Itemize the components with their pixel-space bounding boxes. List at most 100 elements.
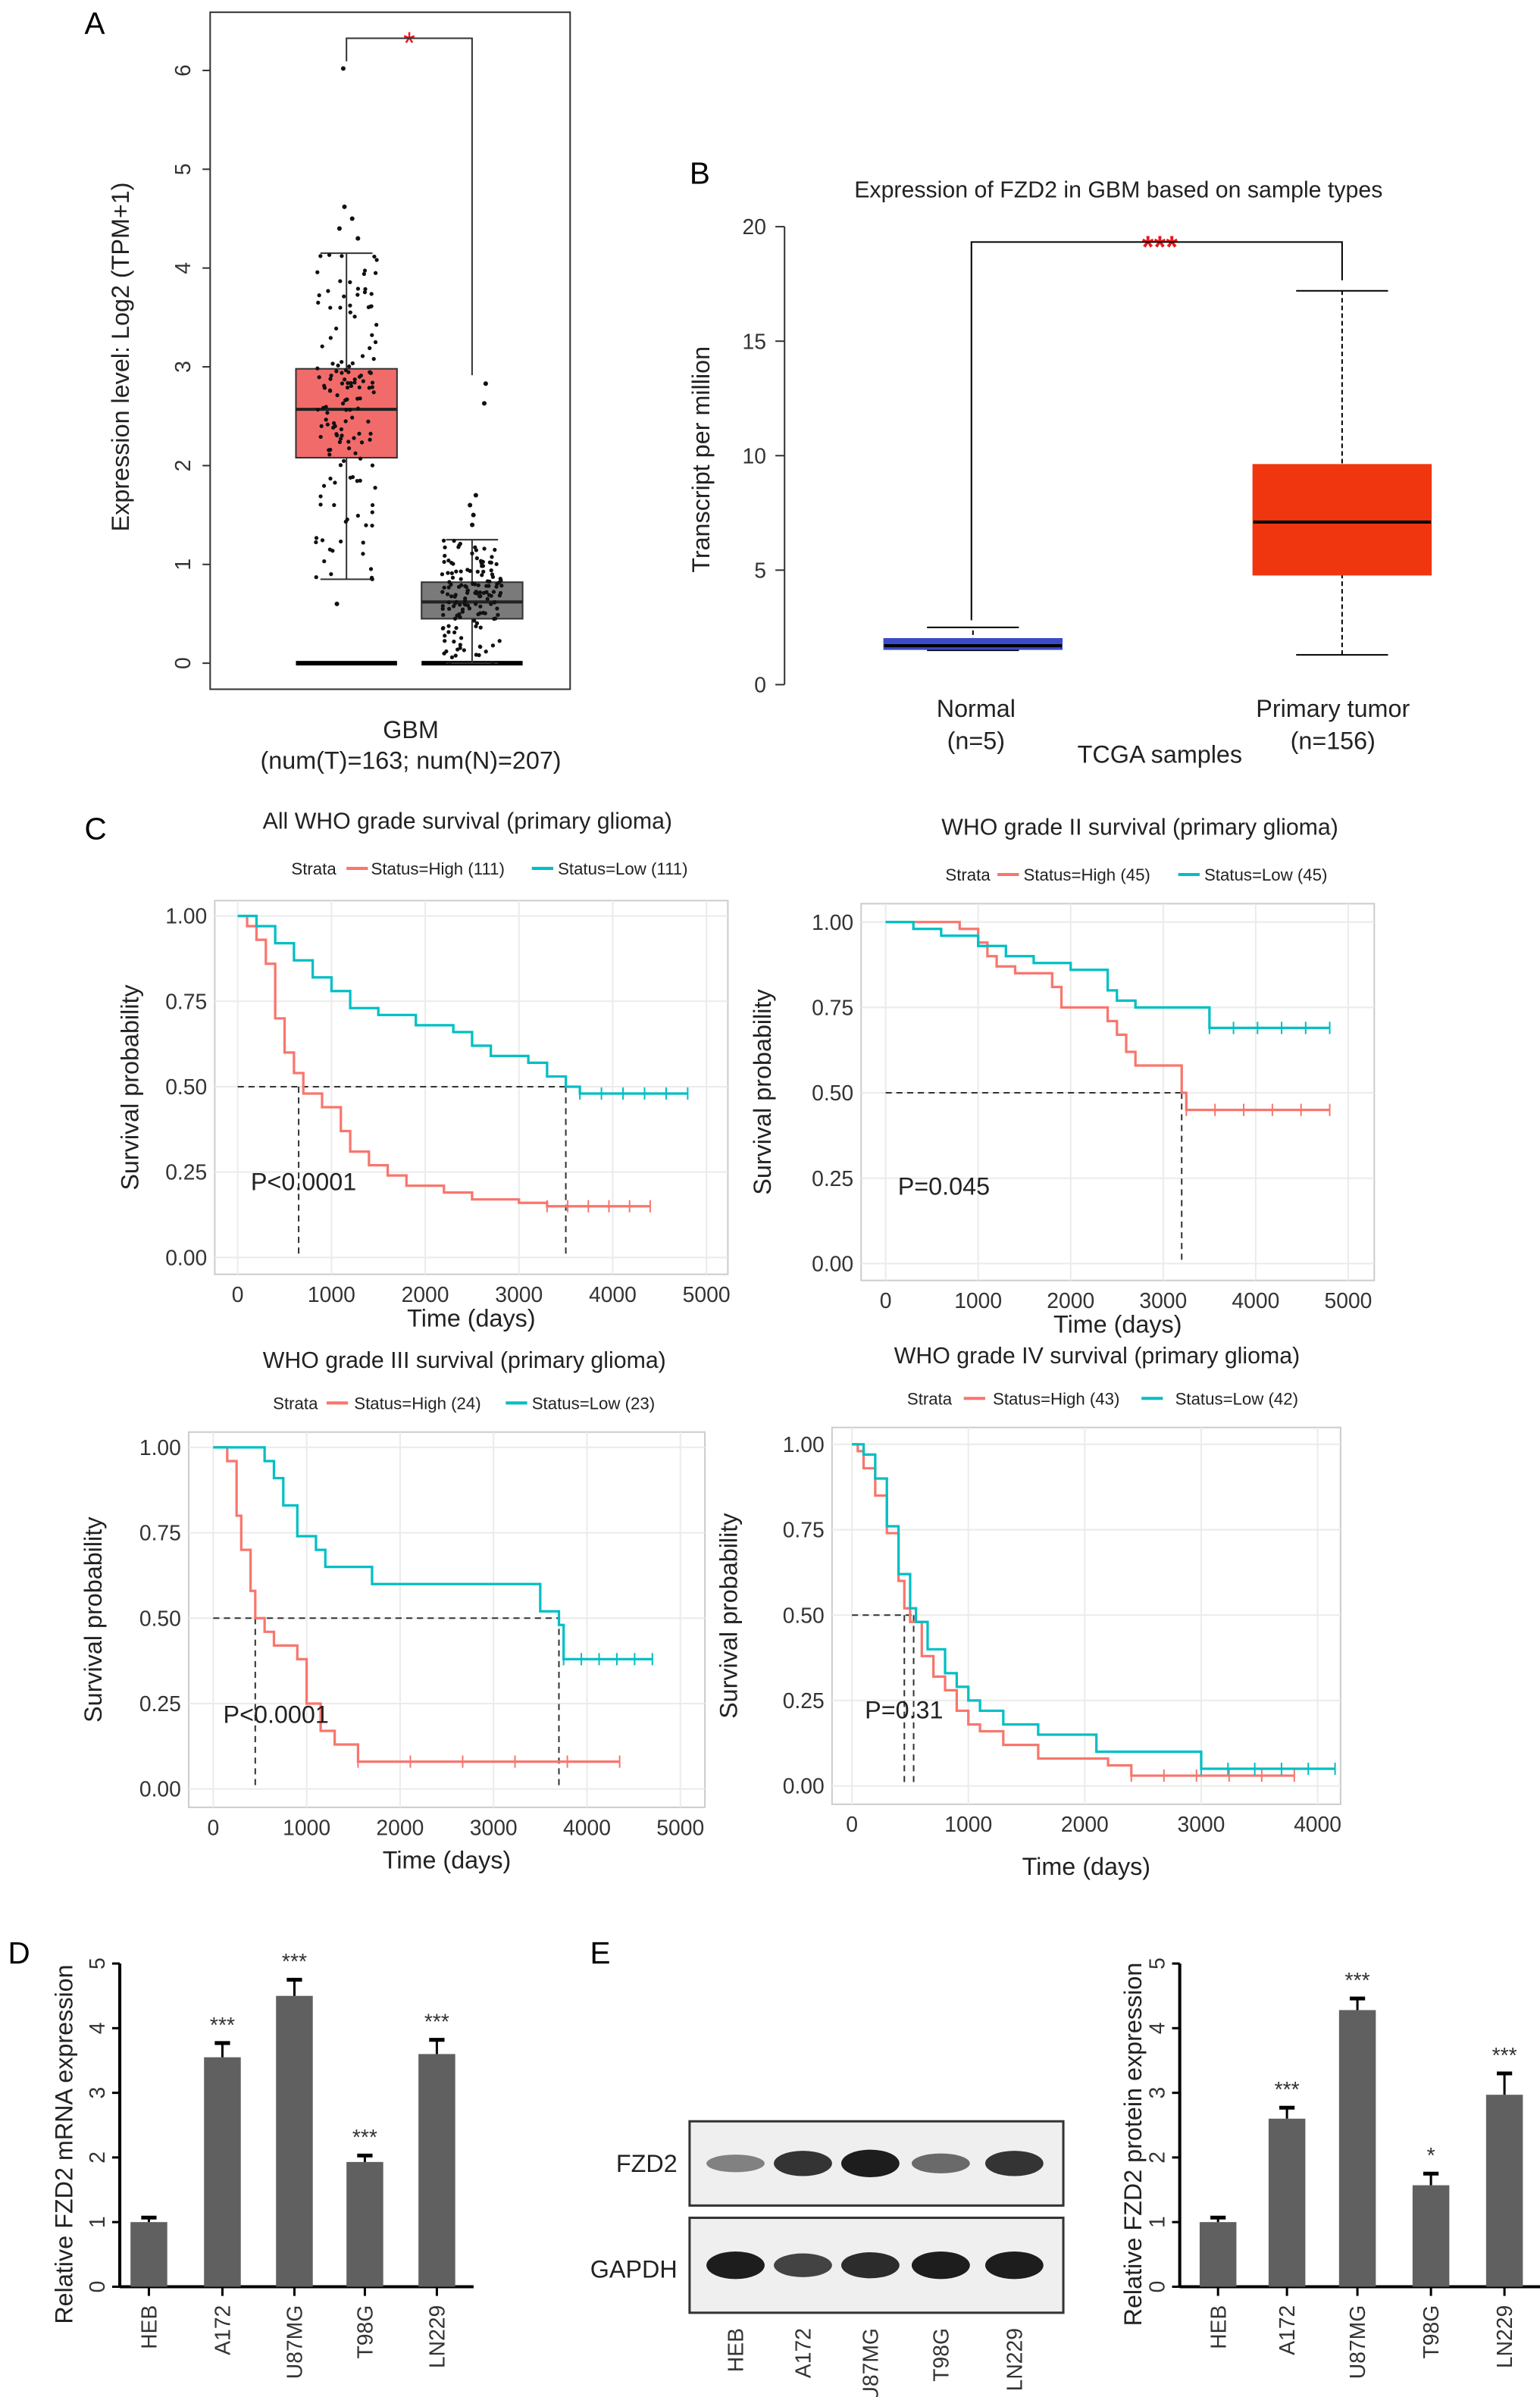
blot-lane-label: HEB <box>724 2328 748 2372</box>
e-x-tick-label: U87MG <box>1345 2305 1369 2379</box>
c4-y-tick-label: 0.50 <box>783 1603 825 1627</box>
c3-y-tick-label: 0.25 <box>139 1691 181 1716</box>
e-y-tick-label: 5 <box>1144 1957 1169 1970</box>
a-data-point <box>493 547 497 552</box>
d-y-axis-label: Relative FZD2 mRNA expression <box>50 1964 77 2323</box>
a-data-point <box>319 424 324 428</box>
a-data-point <box>450 575 455 580</box>
a-outlier-point <box>342 204 347 209</box>
a-data-point <box>465 603 471 608</box>
a-data-point <box>374 322 379 327</box>
a-data-point <box>462 648 466 652</box>
a-data-point <box>348 280 352 285</box>
a-significance-bracket <box>346 37 473 376</box>
c1-y-tick-label: 0.00 <box>165 1245 207 1269</box>
a-data-point <box>355 293 360 297</box>
a-data-point <box>441 538 446 543</box>
c3-legend-label: Status=Low (23) <box>532 1394 655 1413</box>
c2-y-tick-label: 0.00 <box>812 1252 853 1276</box>
a-data-point <box>348 303 352 308</box>
a-outlier-point <box>355 236 361 241</box>
a-data-point <box>340 254 344 258</box>
a-data-point <box>442 585 446 590</box>
a-data-point <box>362 290 368 295</box>
a-data-point <box>452 639 456 644</box>
b-x-label-normal: Normal <box>937 695 1016 722</box>
c1-x-tick-label: 3000 <box>495 1282 543 1306</box>
a-data-point <box>327 452 332 457</box>
a-data-point <box>362 268 368 273</box>
a-data-point <box>477 594 482 599</box>
a-outlier-point <box>470 522 475 527</box>
panel-d-bar-chart: Relative FZD2 mRNA expression 0 1 2 3 4 5 HEB *… <box>50 1949 474 2379</box>
a-data-point <box>441 612 446 618</box>
a-data-point <box>355 406 361 411</box>
panel-label-b: B <box>690 156 710 191</box>
d-x-tick-label: U87MG <box>283 2305 307 2379</box>
a-data-point <box>370 463 375 468</box>
c4-x-tick-label: 4000 <box>1294 1812 1341 1836</box>
a-data-point <box>328 377 333 381</box>
a-data-point <box>446 571 450 575</box>
d-y-tick-label: 1 <box>85 2216 109 2228</box>
blot-band <box>911 2153 970 2173</box>
a-data-point <box>338 279 343 283</box>
c4-legend-label: Status=Low (42) <box>1175 1389 1298 1408</box>
a-outlier-point <box>340 66 346 71</box>
a-data-point <box>370 380 375 385</box>
a-data-point <box>474 602 478 606</box>
a-data-point <box>446 559 451 563</box>
panel-label-c: C <box>85 812 107 846</box>
e-bar-heb <box>1199 2222 1237 2287</box>
a-data-point <box>337 440 343 445</box>
blot-band <box>706 2154 765 2173</box>
a-data-point <box>315 407 321 412</box>
a-data-point <box>493 616 498 621</box>
d-x-tick-label: LN229 <box>425 2305 449 2368</box>
a-data-point <box>481 569 486 574</box>
b-x-n-tumor: (n=156) <box>1291 727 1376 754</box>
a-data-point <box>332 502 336 508</box>
a-data-point <box>340 381 345 386</box>
c3-y-tick-label: 0.00 <box>139 1777 181 1801</box>
a-data-point <box>368 437 372 442</box>
a-data-point <box>446 585 451 590</box>
c4-km-curve-high <box>852 1443 1294 1777</box>
a-data-point <box>316 300 321 305</box>
e-x-tick-label: A172 <box>1275 2305 1299 2355</box>
c2-legend-label: Status=High (45) <box>1023 865 1150 884</box>
panel-a-boxplot: Expression level: Log2 (TPM+1) GBM (num(… <box>107 11 571 774</box>
c2-x-tick-label: 3000 <box>1139 1288 1187 1313</box>
a-data-point <box>474 555 479 561</box>
b-significance-bracket <box>970 241 1343 621</box>
a-data-point <box>349 383 354 388</box>
d-bar-t98g <box>346 2161 383 2287</box>
a-data-point <box>458 602 462 607</box>
a-data-point <box>333 424 337 428</box>
a-data-point <box>357 385 362 390</box>
a-data-point <box>318 434 323 440</box>
c3-x-tick-label: 5000 <box>656 1815 704 1839</box>
a-data-point <box>452 539 456 543</box>
e-y-tick-label: 3 <box>1144 2087 1169 2099</box>
d-y-tick-label: 5 <box>85 1957 109 1970</box>
a-data-point <box>483 611 487 615</box>
c2-legend-label: Status=Low (45) <box>1204 865 1327 884</box>
a-data-point <box>352 380 357 385</box>
a-data-point <box>318 502 323 507</box>
a-data-point <box>336 363 340 368</box>
blot-lane-label: LN229 <box>1002 2328 1026 2391</box>
c1-title: All WHO grade survival (primary glioma) <box>263 809 672 834</box>
b-significance-stars: *** <box>1142 230 1178 264</box>
d-significance-label: *** <box>424 2010 449 2034</box>
a-significance-star: * <box>403 26 415 61</box>
c1-x-tick-label: 2000 <box>402 1282 449 1306</box>
a-data-point <box>474 548 479 552</box>
c4-y-tick-label: 1.00 <box>783 1432 825 1457</box>
b-title: Expression of FZD2 in GBM based on sampl… <box>854 178 1382 203</box>
c4-y-tick-label: 0.00 <box>783 1774 825 1798</box>
a-data-point <box>372 254 377 259</box>
d-y-tick-label: 0 <box>85 2281 109 2293</box>
c3-km-curve-high <box>213 1446 620 1763</box>
a-data-point <box>358 373 364 378</box>
